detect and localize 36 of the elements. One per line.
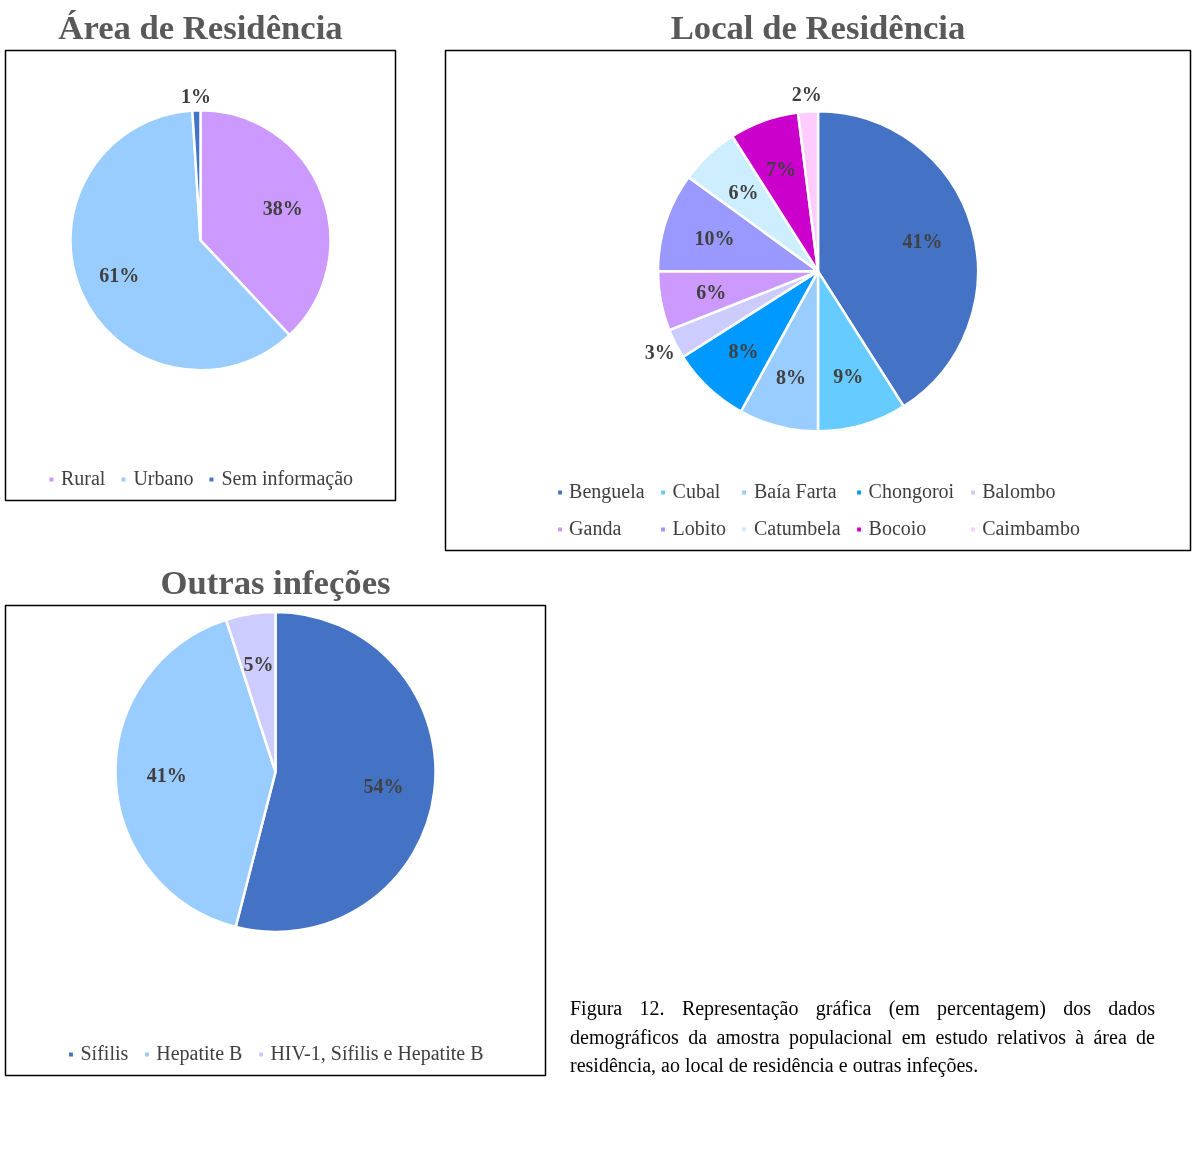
data-label: 8%: [775, 365, 806, 388]
data-label: 38%: [262, 196, 303, 219]
data-label: 5%: [243, 653, 274, 676]
data-label: 6%: [728, 180, 759, 203]
legend-label: Cubal: [672, 480, 721, 503]
data-label: 7%: [766, 157, 797, 180]
data-label: 6%: [696, 280, 727, 303]
data-label: 1%: [180, 85, 211, 108]
chart-title: Área de Residência: [58, 7, 343, 46]
data-label: 61%: [99, 264, 140, 287]
legend-label: Balombo: [982, 480, 1056, 503]
legend-label: Sífilis: [80, 1042, 129, 1065]
data-label: 41%: [902, 229, 943, 252]
legend-label: Baía Farta: [753, 480, 837, 503]
text: Figura 12. Representação gráfica (em percentagem) dos dados demográficos da amostra populacional em estudo relativos à área de residência, ao local de residência e outras infeções.: [570, 996, 1155, 1079]
legend-label: HIV-1, Sífilis e Hepatite B: [270, 1042, 484, 1065]
data-label: 3%: [644, 340, 675, 363]
legend-label: Bocoio: [868, 517, 927, 540]
legend-label: Benguela: [569, 480, 645, 503]
legend-label: Lobito: [672, 517, 726, 540]
legend-label: Urbano: [133, 467, 194, 490]
legend-label: Chongoroi: [868, 480, 955, 503]
chart-title: Local de Residência: [670, 7, 966, 46]
legend-label: Rural: [60, 467, 106, 490]
data-label: 8%: [728, 339, 759, 362]
legend-label: Caimbambo: [982, 517, 1080, 540]
legend-label: Sem informação: [221, 467, 354, 490]
data-label: 10%: [694, 226, 735, 249]
data-label: 54%: [363, 774, 404, 797]
data-label: 2%: [791, 83, 822, 106]
data-label: 41%: [146, 764, 187, 787]
legend-label: Catumbela: [753, 517, 841, 540]
legend-label: Hepatite B: [156, 1042, 243, 1065]
legend-label: Ganda: [569, 517, 622, 540]
data-label: 9%: [833, 364, 864, 387]
chart-title: Outras infeções: [160, 562, 391, 601]
